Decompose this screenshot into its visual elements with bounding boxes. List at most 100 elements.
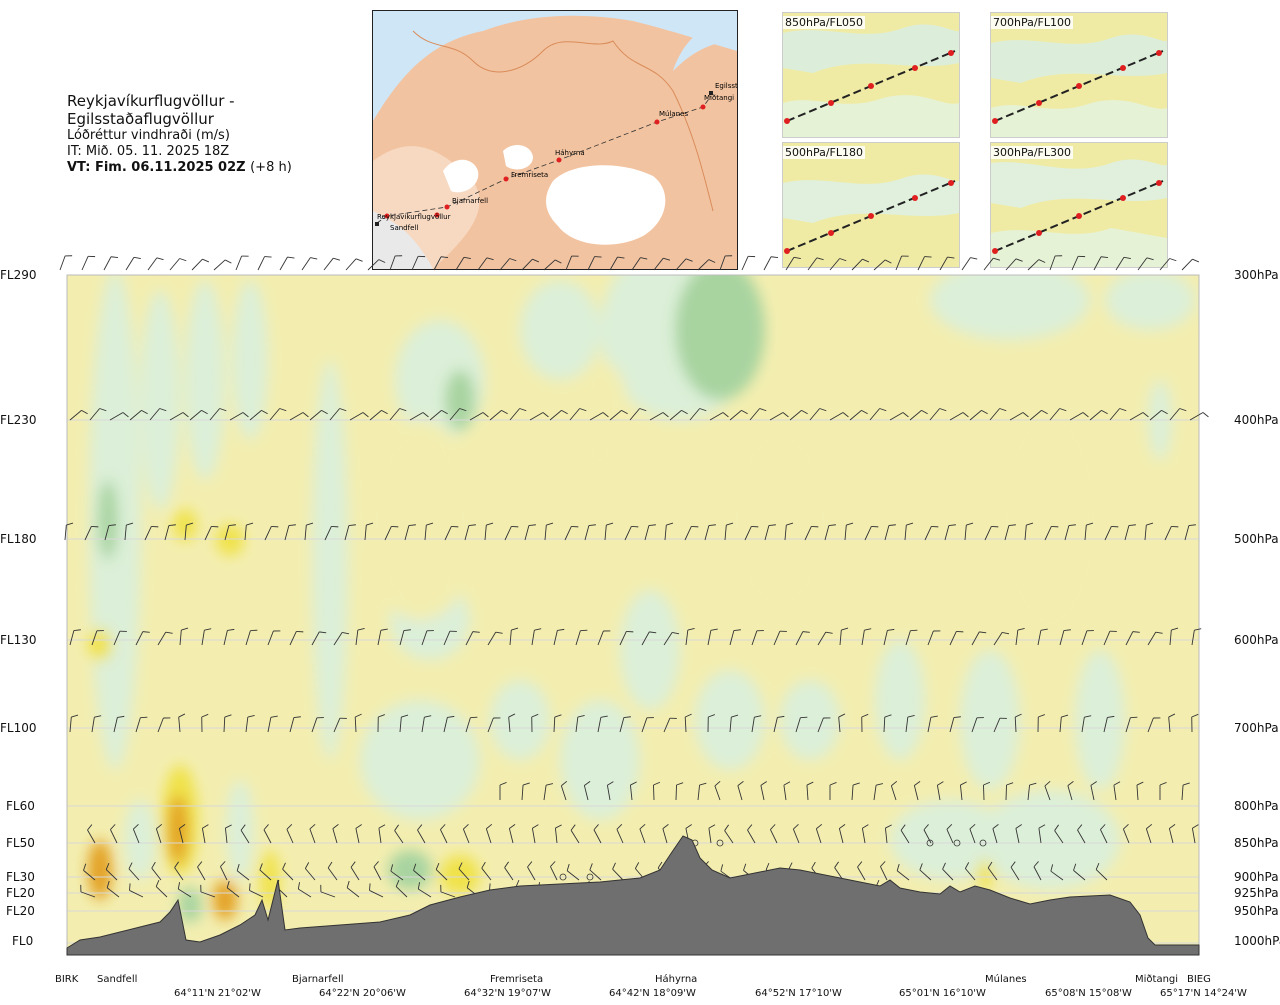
wind-barb — [817, 631, 833, 646]
wind-barb — [304, 862, 316, 881]
wind-barb — [829, 258, 847, 271]
wind-barb — [890, 780, 898, 801]
pressure-level-label: 950hPa — [1234, 904, 1279, 918]
wind-barb — [729, 629, 741, 646]
wind-barb — [289, 716, 301, 733]
inset-500hpa: 500hPa/FL180 — [782, 142, 960, 268]
wind-barb — [861, 713, 869, 733]
wind-barb — [773, 715, 785, 733]
wind-barb — [191, 258, 210, 271]
wind-barb — [1010, 861, 1020, 881]
wind-barb — [504, 525, 519, 541]
wind-barb — [583, 781, 591, 801]
wind-barb — [489, 409, 508, 421]
wind-barb — [569, 408, 587, 421]
wind-barb — [913, 781, 921, 801]
flight-level-label: FL0 — [12, 934, 34, 948]
wind-barb — [201, 713, 209, 733]
wind-barb — [1124, 524, 1136, 541]
wind-barb — [529, 412, 549, 421]
wind-barb — [1050, 864, 1064, 881]
wind-barb — [1081, 630, 1094, 646]
wind-barb — [1113, 781, 1121, 801]
inset-label-850: 850hPa/FL050 — [783, 16, 866, 29]
wind-barb — [147, 257, 164, 271]
wind-barb — [213, 259, 232, 271]
wind-barb — [409, 412, 429, 421]
wind-barb — [919, 863, 932, 881]
wind-barb — [1029, 409, 1048, 421]
wind-barb — [344, 524, 356, 541]
map-label-midtangi: Miðtangi — [704, 94, 734, 102]
wind-barb — [1159, 782, 1167, 800]
wind-barb — [589, 412, 609, 421]
wind-barb — [1095, 862, 1108, 881]
waypoint-label: Háhyrna — [655, 974, 698, 985]
wind-barb — [236, 863, 250, 881]
map-label-bjarnarfell: Bjarnarfell — [452, 197, 488, 205]
wind-barb — [327, 861, 338, 881]
route-title: Reykjavíkurflugvöllur - Egilsstaðaflugvö… — [67, 92, 235, 128]
wind-barb — [1168, 824, 1176, 844]
wind-barb — [543, 259, 562, 271]
wind-barb — [104, 524, 116, 541]
wind-barb — [839, 627, 849, 646]
wind-barb — [389, 255, 403, 271]
wind-barb — [499, 258, 517, 271]
wind-barb — [1104, 525, 1119, 541]
calm-wind-marker — [559, 873, 567, 881]
wind-barb — [355, 824, 362, 844]
wind-barb — [301, 257, 318, 271]
wind-barb — [1027, 782, 1037, 801]
wind-barb — [113, 630, 127, 646]
wind-barb — [741, 255, 756, 271]
wind-barb — [662, 823, 669, 844]
wind-barb — [707, 714, 715, 733]
wind-barb — [178, 824, 186, 844]
pressure-level-label: 600hPa — [1234, 633, 1279, 647]
pressure-level-label: 800hPa — [1234, 799, 1279, 813]
wind-barb — [531, 824, 539, 844]
map-label-mulanes: Múlanes — [659, 110, 688, 118]
wind-barb — [264, 525, 279, 541]
wind-barb — [224, 824, 232, 844]
wind-barb — [663, 631, 680, 646]
wind-barb — [969, 823, 976, 844]
wind-barb — [905, 629, 918, 646]
wind-barb — [320, 884, 336, 898]
coordinate-label: 65°08'N 15°08'W — [1045, 988, 1132, 999]
wind-barb — [189, 409, 208, 421]
wind-barb — [689, 408, 707, 421]
wind-barb — [946, 824, 954, 844]
wind-barb — [624, 525, 639, 541]
valid-time: VT: Fim. 06.11.2025 02Z (+8 h) — [67, 160, 367, 176]
wind-barb — [697, 259, 716, 271]
wind-barb — [311, 631, 327, 646]
wind-barb — [309, 823, 316, 844]
wind-barb — [508, 713, 516, 733]
wind-barb — [653, 257, 671, 271]
wind-barb — [1044, 780, 1051, 801]
wind-barb — [481, 861, 492, 881]
wind-barb — [1147, 717, 1161, 733]
wind-barb — [669, 409, 688, 421]
pressure-level-label: 700hPa — [1234, 721, 1279, 735]
wind-barb — [785, 256, 801, 271]
wind-barb — [685, 627, 695, 646]
wind-barb — [1044, 525, 1059, 541]
wind-barb — [399, 629, 411, 646]
wind-barb — [964, 862, 976, 881]
wind-barb — [751, 630, 764, 646]
wind-barb — [789, 409, 808, 421]
wind-barb — [884, 524, 896, 541]
wind-barb — [575, 714, 585, 733]
inset-label-700: 700hPa/FL100 — [991, 16, 1074, 29]
wind-barb — [604, 522, 614, 541]
wind-barb — [770, 824, 778, 844]
wind-barb — [1059, 629, 1071, 646]
wind-barb — [157, 631, 173, 646]
wind-barb — [155, 879, 168, 898]
wind-barb — [729, 714, 739, 733]
waypoint-label: Fremriseta — [490, 974, 544, 985]
waypoint-label: Miðtangi — [1135, 974, 1179, 985]
